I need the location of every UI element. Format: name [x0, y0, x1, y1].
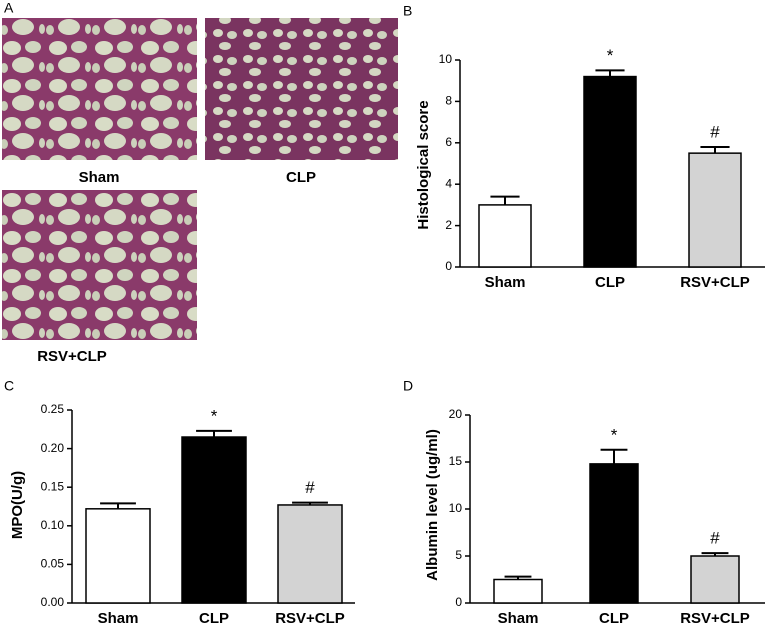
y-tick-label: 20 — [449, 407, 463, 421]
significance-mark: * — [611, 425, 618, 444]
y-tick-label: 10 — [449, 501, 463, 515]
y-tick-label: 0 — [445, 259, 452, 273]
x-tick-label: CLP — [599, 610, 629, 627]
y-tick-label: 0.15 — [41, 479, 65, 493]
bar — [478, 204, 532, 268]
x-tick-label: Sham — [485, 274, 526, 291]
x-tick-label: Sham — [498, 610, 539, 627]
panel-label: B — [403, 3, 412, 19]
y-tick-label: 4 — [445, 176, 452, 190]
significance-mark: * — [211, 406, 218, 425]
y-tick-label: 10 — [439, 52, 453, 66]
error-bar — [100, 502, 136, 509]
significance-mark: # — [710, 529, 720, 548]
y-tick-label: 0.00 — [41, 595, 65, 609]
error-bar — [490, 195, 520, 205]
bar — [85, 508, 151, 604]
significance-mark: # — [305, 478, 315, 497]
image-caption: Sham — [79, 169, 120, 186]
bar — [181, 436, 247, 604]
error-bar — [700, 145, 730, 154]
micrograph — [2, 190, 197, 340]
significance-mark: * — [607, 46, 614, 65]
y-tick-label: 8 — [445, 94, 452, 108]
bar — [277, 504, 343, 604]
y-tick-label: 15 — [449, 454, 463, 468]
panel-label: C — [4, 378, 14, 394]
error-bar — [196, 429, 232, 438]
bar — [589, 463, 639, 604]
error-bar — [504, 575, 532, 580]
error-bar — [292, 501, 328, 505]
y-tick-label: 2 — [445, 218, 452, 232]
x-tick-label: RSV+CLP — [275, 610, 345, 627]
x-tick-label: CLP — [199, 610, 229, 627]
y-tick-label: 0.05 — [41, 557, 65, 571]
bar — [688, 152, 742, 268]
y-tick-label: 0.20 — [41, 441, 65, 455]
y-axis-label: MPO(U/g) — [9, 471, 26, 539]
panel-label: D — [403, 378, 413, 394]
y-axis-label: Histological score — [415, 100, 432, 229]
x-tick-label: RSV+CLP — [680, 610, 750, 627]
y-axis-label: Albumin level (ug/ml) — [424, 429, 441, 581]
image-caption: RSV+CLP — [37, 348, 107, 365]
bar — [690, 555, 740, 604]
image-caption: CLP — [286, 169, 316, 186]
x-tick-label: Sham — [98, 610, 139, 627]
micrograph — [2, 18, 197, 160]
significance-mark: # — [710, 122, 720, 141]
x-tick-label: RSV+CLP — [680, 274, 750, 291]
y-tick-label: 5 — [455, 548, 462, 562]
y-tick-label: 6 — [445, 135, 452, 149]
error-bar — [600, 448, 628, 464]
bar — [583, 75, 637, 268]
bar — [493, 578, 543, 604]
micrograph — [205, 18, 398, 160]
y-tick-label: 0 — [455, 595, 462, 609]
panel-label: A — [4, 0, 14, 16]
x-tick-label: CLP — [595, 274, 625, 291]
y-tick-label: 0.10 — [41, 518, 65, 532]
error-bar — [595, 69, 625, 77]
error-bar — [701, 552, 729, 556]
y-tick-label: 0.25 — [41, 402, 65, 416]
